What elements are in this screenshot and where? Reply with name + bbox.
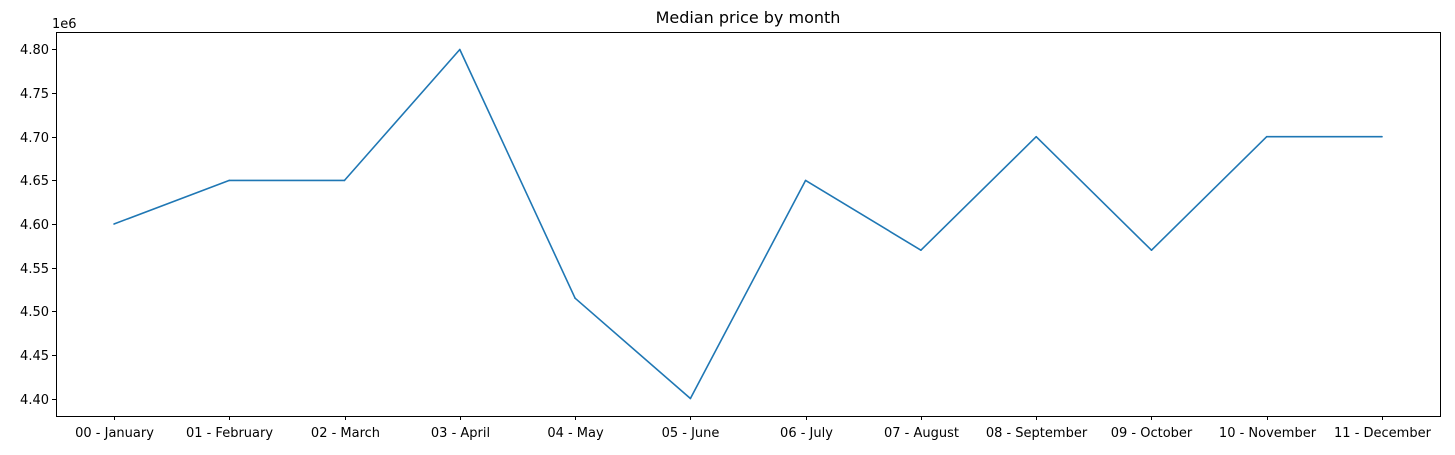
x-tick-label: 02 - March: [311, 426, 380, 441]
data-point: [343, 179, 346, 182]
data-point: [228, 179, 231, 182]
data-point: [689, 397, 692, 400]
x-tick-label: 01 - February: [186, 426, 273, 441]
y-tick-label: 4.80: [20, 43, 49, 58]
x-tick-label: 04 - May: [547, 426, 604, 441]
x-tick-label: 00 - January: [75, 426, 154, 441]
series-lines: [113, 48, 1383, 400]
x-tick-label: 08 - September: [986, 426, 1088, 441]
data-point: [1150, 249, 1153, 251]
x-tick-label: 09 - October: [1111, 426, 1193, 441]
y-tick-label: 4.70: [20, 131, 49, 146]
x-tick-label: 05 - June: [662, 426, 720, 441]
y-tick-label: 4.60: [20, 218, 49, 233]
plot-area-frame: [56, 32, 1441, 417]
x-tick-label: 10 - November: [1219, 426, 1317, 441]
y-axis-ticks: 4.40 4.45 4.50 4.55 4.60 4.65 4.70 4.75 4.80: [20, 43, 56, 408]
y-tick-label: 4.75: [20, 87, 49, 102]
y-tick-label: 4.40: [20, 393, 49, 408]
data-point: [574, 297, 576, 300]
data-point: [1265, 135, 1268, 138]
data-point: [459, 48, 461, 51]
x-tick-label: 06 - July: [780, 426, 833, 441]
data-point: [920, 249, 922, 251]
x-axis-ticks: 00 - January 01 - February 02 - March 03 - …: [75, 416, 1432, 441]
chart-title: Median price by month: [656, 8, 841, 27]
y-tick-label: 4.55: [20, 262, 49, 277]
x-tick-label: 03 - April: [431, 426, 490, 441]
series-line: [113, 48, 1382, 400]
x-tick-label: 07 - August: [884, 426, 959, 441]
y-tick-label: 4.65: [20, 174, 49, 189]
x-tick-label: 11 - December: [1334, 426, 1432, 441]
y-axis-offset-label: 1e6: [52, 17, 77, 32]
data-point: [113, 223, 115, 225]
data-point: [804, 179, 807, 182]
data-point: [1035, 135, 1037, 138]
y-tick-label: 4.50: [20, 305, 49, 320]
data-point: [1381, 135, 1383, 138]
y-tick-label: 4.45: [20, 349, 49, 364]
